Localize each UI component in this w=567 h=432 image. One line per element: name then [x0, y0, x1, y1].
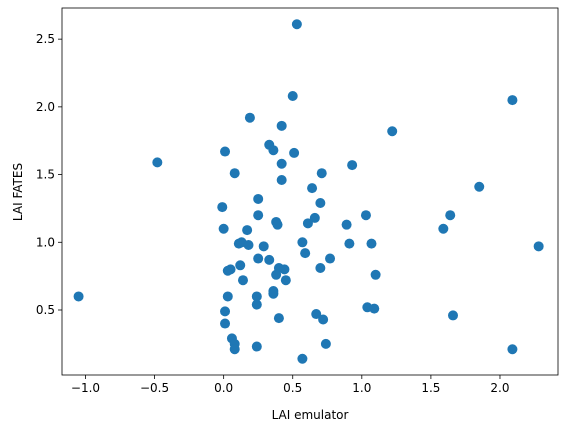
scatter-point [251, 341, 262, 352]
scatter-point [360, 210, 371, 221]
scatter-point [272, 219, 283, 230]
scatter-point [309, 212, 320, 223]
scatter-point [268, 288, 279, 299]
scatter-point [318, 314, 329, 325]
scatter-point [315, 198, 326, 209]
scatter-point [229, 168, 240, 179]
scatter-point [242, 225, 253, 236]
scatter-point [251, 291, 262, 302]
scatter-point [276, 174, 287, 185]
plot-frame [61, 7, 559, 376]
scatter-point [369, 303, 380, 314]
y-axis-label: LAI FATES [11, 163, 25, 221]
scatter-point [316, 168, 327, 179]
scatter-point [253, 193, 264, 204]
scatter-point [387, 126, 398, 137]
x-tick-label: 2.0 [490, 381, 509, 395]
scatter-point [253, 253, 264, 264]
scatter-point [218, 223, 229, 234]
scatter-point [341, 219, 352, 230]
x-tick-label: 1.5 [421, 381, 440, 395]
scatter-point [315, 263, 326, 274]
scatter-point [235, 260, 246, 271]
scatter-point [507, 344, 518, 355]
scatter-point [507, 95, 518, 106]
scatter-point [347, 160, 358, 171]
scatter-point [533, 241, 544, 252]
scatter-point [474, 181, 485, 192]
x-tick-label: 1.0 [352, 381, 371, 395]
scatter-point [243, 239, 254, 250]
scatter-point [325, 253, 336, 264]
scatter-point [73, 291, 84, 302]
scatter-point [220, 306, 231, 317]
scatter-point [217, 202, 228, 213]
scatter-point [311, 309, 322, 320]
scatter-point [287, 91, 298, 102]
scatter-point [344, 238, 355, 249]
scatter-point [273, 313, 284, 324]
scatter-point [220, 318, 231, 329]
scatter-point [268, 145, 279, 156]
scatter-point [253, 210, 264, 221]
scatter-point [220, 146, 231, 157]
x-tick-label: −1.0 [71, 381, 100, 395]
y-tick-label: 2.5 [36, 32, 55, 46]
scatter-point [438, 223, 449, 234]
scatter-point [320, 338, 331, 349]
scatter-point [370, 269, 381, 280]
y-tick-label: 1.5 [36, 168, 55, 182]
scatter-point [258, 241, 269, 252]
scatter-point [447, 310, 458, 321]
scatter-point [237, 275, 248, 286]
scatter-point [264, 254, 275, 265]
scatter-point [297, 353, 308, 364]
scatter-point [251, 299, 262, 310]
scatter-point [307, 183, 318, 194]
x-axis-label: LAI emulator [272, 408, 349, 422]
scatter-point [445, 210, 456, 221]
scatter-point [366, 238, 377, 249]
x-axis-ticks: −1.0 −0.5 0.0 0.5 1.0 1.5 2.0 [71, 375, 510, 395]
scatter-point [302, 218, 313, 229]
scatter-point [300, 248, 311, 259]
y-tick-label: 0.5 [36, 303, 55, 317]
x-tick-label: −0.5 [140, 381, 169, 395]
x-tick-label: 0.5 [283, 381, 302, 395]
y-tick-label: 2.0 [36, 100, 55, 114]
scatter-point [280, 275, 291, 286]
scatter-point [222, 265, 233, 276]
x-tick-label: 0.0 [214, 381, 233, 395]
scatter-point [276, 158, 287, 169]
scatter-point [229, 344, 240, 355]
scatter-point [291, 19, 302, 30]
y-axis-ticks: 0.5 1.0 1.5 2.0 2.5 [36, 32, 62, 317]
scatter-point [276, 120, 287, 131]
scatter-point [279, 264, 290, 275]
scatter-points [73, 19, 544, 364]
scatter-point [289, 147, 300, 158]
y-tick-label: 1.0 [36, 235, 55, 249]
scatter-point [222, 291, 233, 302]
scatter-point [152, 157, 163, 168]
scatter-point [244, 112, 255, 123]
scatter-point [271, 269, 282, 280]
scatter-point [297, 237, 308, 248]
